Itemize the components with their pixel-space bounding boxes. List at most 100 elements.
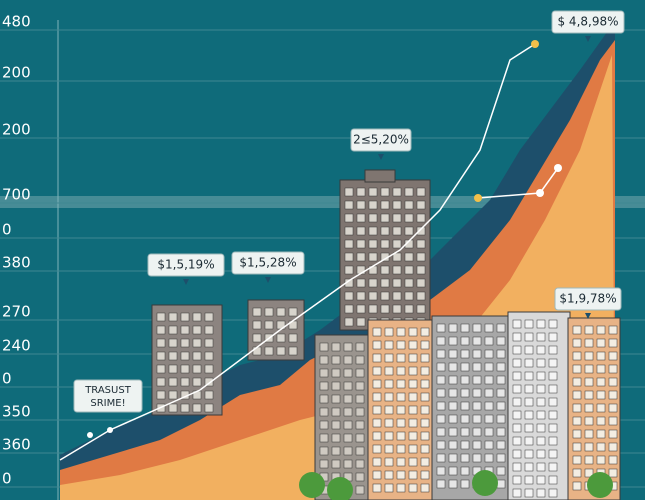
window [572,377,582,387]
window [584,442,594,452]
window [396,405,406,415]
window [396,366,406,376]
window [584,403,594,413]
window [396,340,406,350]
window [536,423,546,433]
window [524,475,534,485]
window [276,307,286,317]
window [204,390,214,400]
window [372,444,382,454]
window [416,213,426,223]
window [596,338,606,348]
callout-pointer [585,313,591,319]
window [343,394,353,404]
window [168,390,178,400]
window [496,466,506,476]
window [355,394,365,404]
window [404,252,414,262]
window [416,187,426,197]
axis-label: 270 [2,303,31,321]
window [472,375,482,385]
tree [299,472,325,498]
window [596,416,606,426]
window [355,368,365,378]
window [355,355,365,365]
window [572,351,582,361]
window [344,187,354,197]
window [460,427,470,437]
window [356,278,366,288]
window [584,351,594,361]
callout-box [350,128,412,152]
window [343,368,353,378]
window [319,381,329,391]
window [460,388,470,398]
callout-text: $1,5,19% [157,258,214,272]
window [368,200,378,210]
axis-label: 200 [2,64,31,82]
window [343,420,353,430]
window [180,325,190,335]
window [512,449,522,459]
window [372,353,382,363]
window [512,384,522,394]
window [572,403,582,413]
window [524,449,534,459]
window [460,453,470,463]
window [372,431,382,441]
window [548,410,558,420]
window [584,338,594,348]
window [344,265,354,275]
window [264,320,274,330]
window [319,407,329,417]
window [404,265,414,275]
window [484,453,494,463]
window [548,345,558,355]
window [355,381,365,391]
window [404,304,414,314]
callout-pointer [378,154,384,160]
window [408,470,418,480]
window [484,375,494,385]
dot [87,432,93,438]
window [420,353,430,363]
window [460,323,470,333]
window [596,429,606,439]
window [572,390,582,400]
window [331,433,341,443]
window [368,291,378,301]
window [536,410,546,420]
window [472,453,482,463]
window [448,388,458,398]
window [548,462,558,472]
window [392,239,402,249]
window [448,427,458,437]
window [392,304,402,314]
window [404,291,414,301]
window [584,455,594,465]
window [448,440,458,450]
callout-box [554,287,622,311]
window [288,346,298,356]
window [192,325,202,335]
window [436,479,446,489]
window [344,213,354,223]
window [344,304,354,314]
callout-pointer [265,277,271,283]
window [180,351,190,361]
window [572,338,582,348]
window [319,446,329,456]
window [192,364,202,374]
callout-pointer [585,36,591,42]
window [396,431,406,441]
window [396,457,406,467]
window [204,403,214,413]
window [436,349,446,359]
window [436,388,446,398]
window [484,414,494,424]
window [536,462,546,472]
roof [364,169,396,183]
window [331,446,341,456]
window [448,466,458,476]
window [460,362,470,372]
